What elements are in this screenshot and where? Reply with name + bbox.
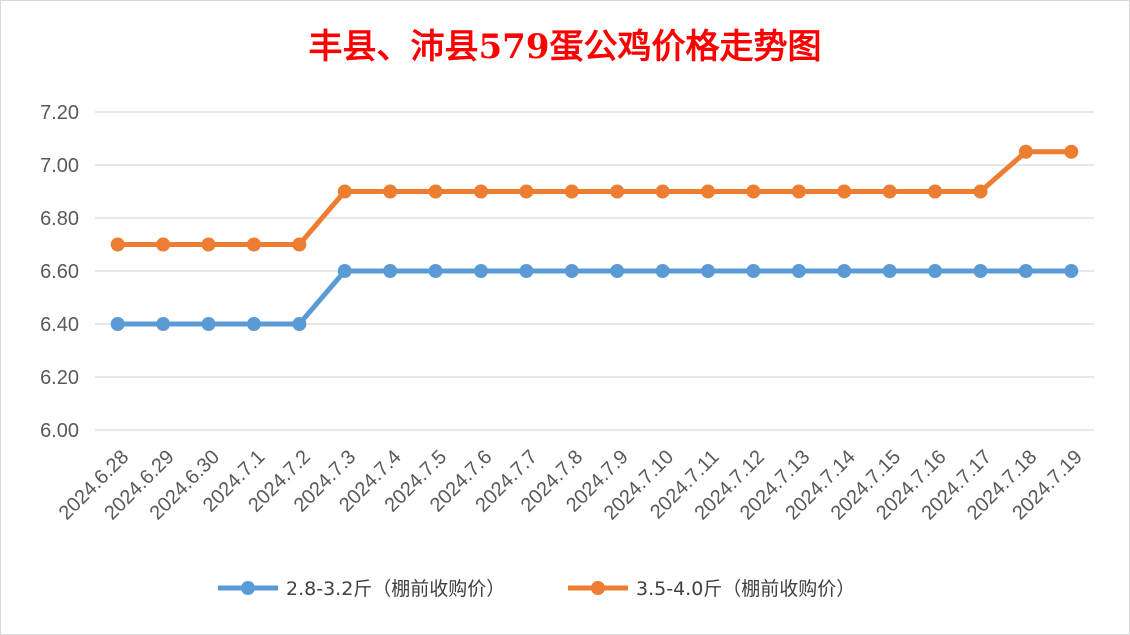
data-point [655,264,670,278]
data-point [246,317,261,331]
data-point [928,264,943,278]
data-point [973,184,988,199]
data-point [110,237,125,252]
y-tick-label: 6.60 [40,261,79,283]
data-point [746,264,761,278]
data-point [882,184,897,199]
data-point [292,237,307,252]
data-point [110,317,125,331]
series [110,144,1079,331]
data-point [519,184,534,199]
data-point [201,317,216,331]
data-point [701,264,716,278]
data-point [837,264,852,278]
data-point [791,264,806,278]
series-1 [110,264,1079,331]
data-point [292,317,307,331]
series-2 [110,144,1079,252]
legend-label: 3.5-4.0斤（棚前收购价） [636,578,855,600]
data-point [201,237,216,252]
data-point [791,184,806,199]
y-tick-label: 6.40 [40,314,79,336]
legend-entry-series-1: 2.8-3.2斤（棚前收购价） [218,578,505,600]
y-axis-ticks: 6.00 6.20 6.40 6.60 6.80 7.00 7.20 [40,102,79,442]
data-point [1064,144,1079,159]
data-point [156,237,171,252]
legend-label: 2.8-3.2斤（棚前收购价） [286,578,505,600]
legend: 2.8-3.2斤（棚前收购价） 3.5-4.0斤（棚前收购价） [218,578,855,600]
data-point [337,264,352,278]
legend-swatch-marker [591,581,605,595]
data-point [246,237,261,252]
y-tick-label: 7.00 [40,155,79,177]
data-point [882,264,897,278]
y-tick-label: 6.80 [40,208,79,230]
legend-swatch-marker [241,581,255,595]
data-point [564,184,579,199]
data-point [383,264,398,278]
y-tick-label: 6.00 [40,420,79,442]
series-line [115,268,1074,327]
y-tick-label: 7.20 [40,102,79,124]
data-point [473,184,488,199]
data-point [655,184,670,199]
data-point [337,184,352,199]
y-tick-label: 6.20 [40,367,79,389]
data-point [519,264,534,278]
legend-entry-series-2: 3.5-4.0斤（棚前收购价） [568,578,855,600]
data-point [564,264,579,278]
data-point [473,264,488,278]
data-point [701,184,716,199]
data-point [610,264,625,278]
data-point [928,184,943,199]
data-point [973,264,988,278]
data-point [428,264,443,278]
data-point [383,184,398,199]
data-point [1018,264,1033,278]
chart-title: 丰县、沛县579蛋公鸡价格走势图 [309,27,822,67]
data-point [610,184,625,199]
data-point [1064,264,1079,278]
data-point [428,184,443,199]
data-point [746,184,761,199]
data-point [1018,144,1033,159]
data-point [837,184,852,199]
series-line [115,149,1074,247]
data-point [156,317,171,331]
